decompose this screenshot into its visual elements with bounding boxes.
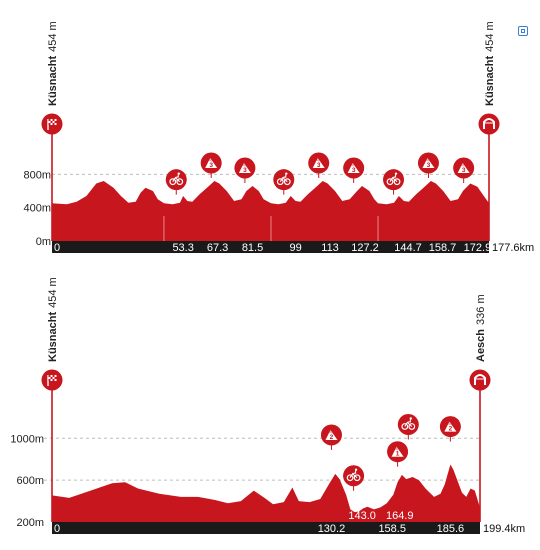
distance-total-label: 177.6km <box>492 242 534 254</box>
x-tick-label: 81.5 <box>242 242 263 254</box>
sprint-bike-icon <box>383 169 405 191</box>
distance-total-label: 199.4km <box>483 523 525 535</box>
x-tick-label: 99 <box>289 242 301 254</box>
y-tick-label: 800m <box>23 169 51 181</box>
finish-place-label: Küsnacht454 m <box>484 21 496 106</box>
y-tick-label: 600m <box>16 475 44 487</box>
distance-axis-bar <box>52 241 489 253</box>
sprint-bike-icon <box>397 413 419 435</box>
x-tick-label: 130.2 <box>318 523 346 535</box>
climb-category: 3 <box>209 162 213 169</box>
elevation-profile-area <box>52 181 489 241</box>
x-tick-label: 53.3 <box>172 242 193 254</box>
x-tick-label: 144.7 <box>394 242 422 254</box>
start-place-label: Küsnacht454 m <box>47 277 59 362</box>
mountain-climb-icon: 3 <box>308 152 330 174</box>
climb-category: 1 <box>396 451 400 458</box>
mountain-climb-icon: 1 <box>387 441 409 463</box>
climb-km-label: 143.0 <box>348 510 376 522</box>
climb-category: 3 <box>462 167 466 174</box>
climb-category: 3 <box>243 167 247 174</box>
y-tick-label: 1000m <box>10 433 44 445</box>
x-tick-label: 0 <box>54 523 60 535</box>
x-tick-label: 158.7 <box>429 242 457 254</box>
finish-arch-icon <box>469 369 491 391</box>
x-tick-label: 67.3 <box>207 242 228 254</box>
finish-place-label: Aesch336 m <box>475 294 487 362</box>
expand-icon[interactable] <box>518 26 528 36</box>
x-tick-label: 0 <box>54 242 60 254</box>
finish-arch-icon <box>478 113 500 135</box>
y-tick-label: 200m <box>16 517 44 529</box>
climb-category: 3 <box>317 162 321 169</box>
climb-category: 2 <box>449 426 453 433</box>
x-tick-label: 185.6 <box>437 523 465 535</box>
climb-category: 3 <box>427 162 431 169</box>
mountain-climb-icon: 3 <box>417 152 439 174</box>
checkered-flag-icon <box>41 369 63 391</box>
stage-1-profile-chart: 800m 400m 0m 0 53.3 67.3 81.5 99 113 127.2 144.7 15… <box>23 21 534 254</box>
y-tick-label: 400m <box>23 203 51 215</box>
mountain-climb-icon: 3 <box>343 157 365 179</box>
start-place-label: Küsnacht454 m <box>47 21 59 106</box>
mountain-climb-icon: 3 <box>234 157 256 179</box>
y-tick-label: 0m <box>36 236 51 248</box>
elevation-profile-area <box>52 464 480 522</box>
climb-km-label: 164.9 <box>386 510 414 522</box>
sprint-bike-icon <box>273 169 295 191</box>
climb-category: 2 <box>330 434 334 441</box>
sprint-bike-icon <box>343 465 365 487</box>
mountain-climb-icon: 2 <box>320 424 342 446</box>
mountain-climb-icon: 3 <box>453 157 475 179</box>
mountain-climb-icon: 2 <box>439 416 461 438</box>
checkered-flag-icon <box>41 113 63 135</box>
stage-2-profile-chart: 1000m 600m 200m 0 130.2 158.5 185.6 143.0 164.9 1… <box>10 277 525 535</box>
x-tick-label: 113 <box>321 242 339 254</box>
x-tick-label: 127.2 <box>351 242 379 254</box>
distance-axis-bar <box>52 522 480 534</box>
sprint-bike-icon <box>165 169 187 191</box>
x-tick-label: 158.5 <box>378 523 406 535</box>
climb-category: 3 <box>352 167 356 174</box>
x-tick-label: 172.9 <box>464 242 492 254</box>
mountain-climb-icon: 3 <box>200 152 222 174</box>
